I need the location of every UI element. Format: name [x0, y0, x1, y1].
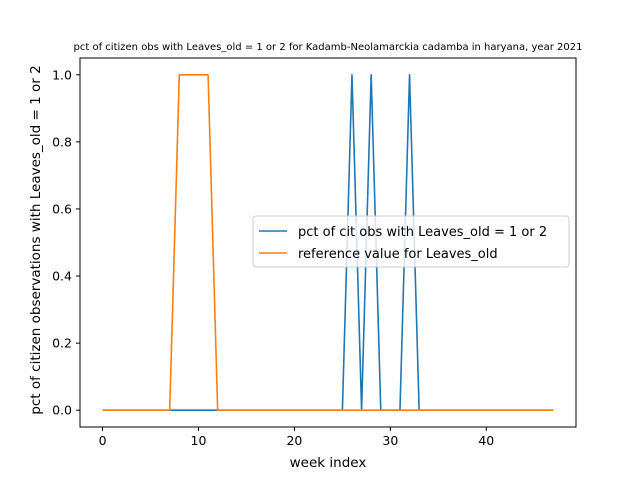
- legend-label-1: pct of cit obs with Leaves_old = 1 or 2: [298, 225, 547, 240]
- x-tick-label: 20: [286, 433, 302, 448]
- x-tick-label: 40: [478, 433, 494, 448]
- y-axis-label: pct of citizen observations with Leaves_…: [28, 65, 44, 414]
- chart-title: pct of citizen obs with Leaves_old = 1 o…: [74, 42, 583, 53]
- legend: pct of cit obs with Leaves_old = 1 or 2 r…: [252, 215, 570, 268]
- ticks-layer: 0 10 20 30 40 0.0 0.2 0.4 0.6 0.8 1.0: [52, 67, 494, 448]
- series-line-2: [102, 73, 554, 412]
- y-tick-label: 1.0: [52, 67, 72, 82]
- y-tick-label: 0.2: [52, 336, 72, 351]
- x-tick-label: 30: [382, 433, 398, 448]
- legend-label-2: reference value for Leaves_old: [298, 247, 498, 262]
- legend-box: [252, 215, 570, 268]
- y-tick-label: 0.0: [52, 403, 72, 418]
- series-layer: [102, 73, 554, 412]
- x-tick-label: 10: [191, 433, 207, 448]
- y-tick-label: 0.6: [52, 201, 72, 216]
- plot-frame: [79, 57, 577, 428]
- x-axis-label: week index: [290, 455, 367, 471]
- y-tick-label: 0.4: [52, 269, 72, 284]
- x-tick-label: 0: [99, 433, 107, 448]
- y-tick-label: 0.8: [52, 134, 72, 149]
